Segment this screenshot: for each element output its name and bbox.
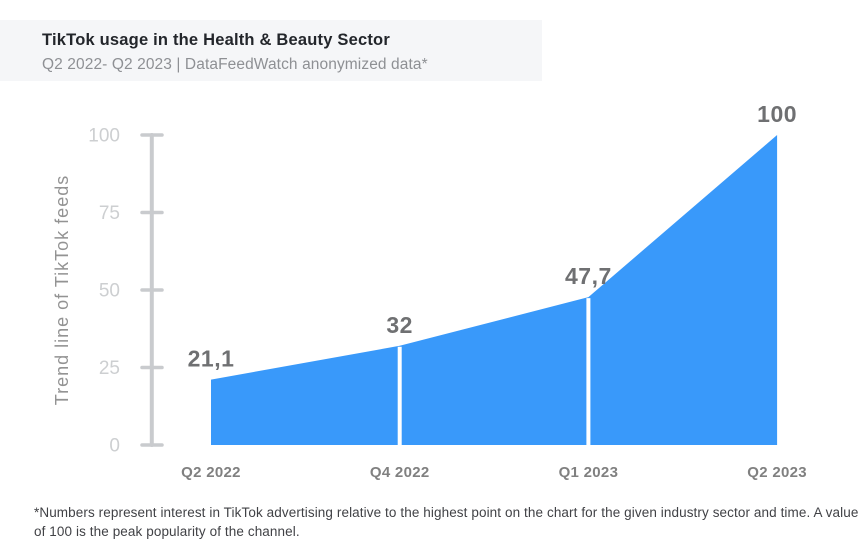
chart-title: TikTok usage in the Health & Beauty Sect… — [42, 31, 390, 49]
x-axis-label: Q4 2022 — [370, 464, 430, 481]
data-point-label: 47,7 — [565, 263, 612, 289]
y-axis-tick-label: 75 — [99, 203, 120, 224]
chart-header: TikTok usage in the Health & Beauty Sect… — [0, 20, 542, 81]
x-axis-label: Q1 2023 — [559, 464, 619, 481]
footnote-text: *Numbers represent interest in TikTok ad… — [34, 505, 859, 539]
y-axis-tick-label: 50 — [99, 281, 120, 302]
y-axis-tick-label: 25 — [99, 358, 120, 379]
x-axis-label: Q2 2023 — [747, 464, 807, 481]
trend-area-shape — [211, 135, 778, 445]
chart-subtitle: Q2 2022- Q2 2023 | DataFeedWatch anonymi… — [42, 56, 428, 73]
y-axis-tick-label: 100 — [88, 126, 120, 147]
data-point-label: 100 — [757, 101, 797, 127]
y-axis-tick-label: 0 — [109, 436, 120, 457]
data-point-label: 32 — [386, 312, 413, 338]
x-axis-label: Q2 2022 — [181, 464, 241, 481]
data-point-label: 21,1 — [188, 346, 235, 372]
